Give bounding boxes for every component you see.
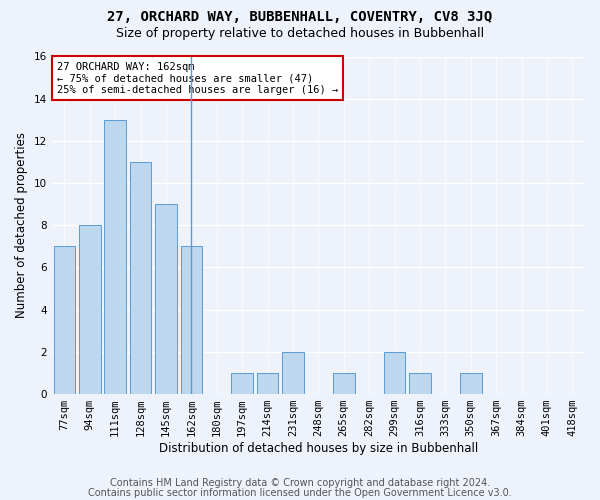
- Bar: [79, 226, 101, 394]
- X-axis label: Distribution of detached houses by size in Bubbenhall: Distribution of detached houses by size …: [159, 442, 478, 455]
- Text: 27, ORCHARD WAY, BUBBENHALL, COVENTRY, CV8 3JQ: 27, ORCHARD WAY, BUBBENHALL, COVENTRY, C…: [107, 10, 493, 24]
- Bar: [181, 246, 202, 394]
- Bar: [130, 162, 151, 394]
- Bar: [104, 120, 126, 394]
- Bar: [409, 373, 431, 394]
- Bar: [460, 373, 482, 394]
- Text: 27 ORCHARD WAY: 162sqm
← 75% of detached houses are smaller (47)
25% of semi-det: 27 ORCHARD WAY: 162sqm ← 75% of detached…: [57, 62, 338, 95]
- Bar: [333, 373, 355, 394]
- Text: Size of property relative to detached houses in Bubbenhall: Size of property relative to detached ho…: [116, 28, 484, 40]
- Text: Contains public sector information licensed under the Open Government Licence v3: Contains public sector information licen…: [88, 488, 512, 498]
- Bar: [257, 373, 278, 394]
- Bar: [155, 204, 177, 394]
- Text: Contains HM Land Registry data © Crown copyright and database right 2024.: Contains HM Land Registry data © Crown c…: [110, 478, 490, 488]
- Bar: [282, 352, 304, 394]
- Y-axis label: Number of detached properties: Number of detached properties: [15, 132, 28, 318]
- Bar: [384, 352, 406, 394]
- Bar: [53, 246, 75, 394]
- Bar: [232, 373, 253, 394]
